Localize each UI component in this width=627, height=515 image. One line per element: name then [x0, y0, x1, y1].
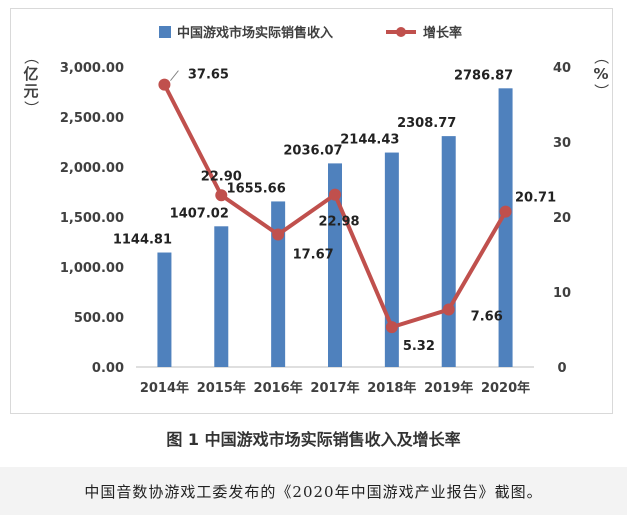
chart-axes: 0.00 500.00 1,000.00 1,500.00 2,000.00 2,500.… [22, 49, 610, 396]
growth-point [385, 321, 398, 334]
legend-bar-swatch [159, 26, 171, 38]
bar [271, 201, 286, 367]
growth-value-label: 22.90 [201, 169, 242, 184]
x-tick-label: 2017年 [310, 380, 359, 396]
x-tick-label: 2018年 [367, 380, 416, 396]
y-axis-title-char: 亿 [23, 65, 38, 83]
bar-value-label: 2144.43 [340, 133, 399, 148]
bar [441, 136, 456, 367]
growth-value-label: 20.71 [515, 191, 556, 206]
y-tick-label: 1,000.00 [60, 261, 124, 276]
y2-tick-label: 10 [553, 286, 571, 301]
bar-series [157, 88, 513, 368]
growth-point [215, 189, 228, 202]
bar-value-label: 2786.87 [454, 68, 513, 83]
growth-value-label: 17.67 [293, 247, 334, 262]
bar-value-label: 1407.02 [170, 206, 229, 221]
growth-value-label: 37.65 [188, 68, 229, 83]
y-tick-label: 2,500.00 [60, 111, 124, 126]
y-axis-title-char: （ [22, 49, 40, 64]
y-axis-title-char: ） [22, 100, 40, 115]
y-tick-label: 2,000.00 [60, 161, 124, 176]
y-tick-label: 500.00 [74, 311, 124, 326]
bar [328, 163, 342, 367]
figure-caption: 图 1 中国游戏市场实际销售收入及增长率 [166, 430, 461, 449]
growth-value-label: 5.32 [403, 339, 435, 354]
growth-point [499, 205, 512, 218]
growth-point [442, 303, 455, 316]
bar [214, 226, 229, 367]
x-tick-label: 2019年 [424, 380, 473, 396]
y-tick-label: 3,000.00 [60, 61, 124, 76]
bar [384, 152, 399, 367]
y2-axis-title-char: % [593, 65, 608, 83]
y2-tick-label: 20 [553, 211, 571, 226]
legend: 中国游戏市场实际销售收入 增长率 [159, 25, 462, 41]
y2-axis-title-char: ） [592, 83, 610, 98]
y2-tick-label: 0 [557, 361, 566, 376]
growth-value-label: 22.98 [318, 215, 359, 230]
bar [157, 252, 172, 367]
y-axis-title: （亿元） [22, 49, 40, 115]
growth-point [158, 78, 171, 91]
x-tick-label: 2016年 [254, 380, 303, 396]
y-tick-label: 0.00 [92, 361, 124, 376]
growth-value-label: 7.66 [471, 310, 503, 325]
legend-line-label: 增长率 [423, 25, 462, 41]
y2-axis-title: （%） [592, 49, 610, 98]
label-leader-line [170, 70, 179, 81]
x-tick-label: 2015年 [197, 380, 246, 396]
chart: 0.00 500.00 1,000.00 1,500.00 2,000.00 2,500.… [22, 25, 610, 396]
x-tick-label: 2020年 [481, 380, 530, 396]
y2-tick-label: 40 [553, 61, 571, 76]
y2-tick-label: 30 [553, 136, 571, 151]
bar [498, 88, 513, 368]
bar-value-label: 1144.81 [113, 233, 172, 248]
source-note-background [0, 467, 627, 515]
x-tick-label: 2014年 [140, 380, 189, 396]
y-axis-title-char: 元 [23, 82, 38, 100]
source-note: 中国音数协游戏工委发布的《2020年中国游戏产业报告》截图。 [84, 483, 543, 501]
line-series [158, 78, 512, 334]
bar-value-label: 2308.77 [397, 116, 456, 131]
bar-value-label: 2036.07 [283, 143, 342, 158]
growth-point [272, 228, 285, 241]
chart-frame: 0.00 500.00 1,000.00 1,500.00 2,000.00 2,500.… [10, 8, 613, 414]
y-tick-label: 1,500.00 [60, 211, 124, 226]
legend-bar-label: 中国游戏市场实际销售收入 [177, 25, 333, 41]
y2-axis-title-char: （ [592, 49, 610, 64]
legend-line-marker [396, 27, 406, 37]
growth-point [329, 188, 341, 201]
bar-value-label: 1655.66 [227, 181, 286, 196]
